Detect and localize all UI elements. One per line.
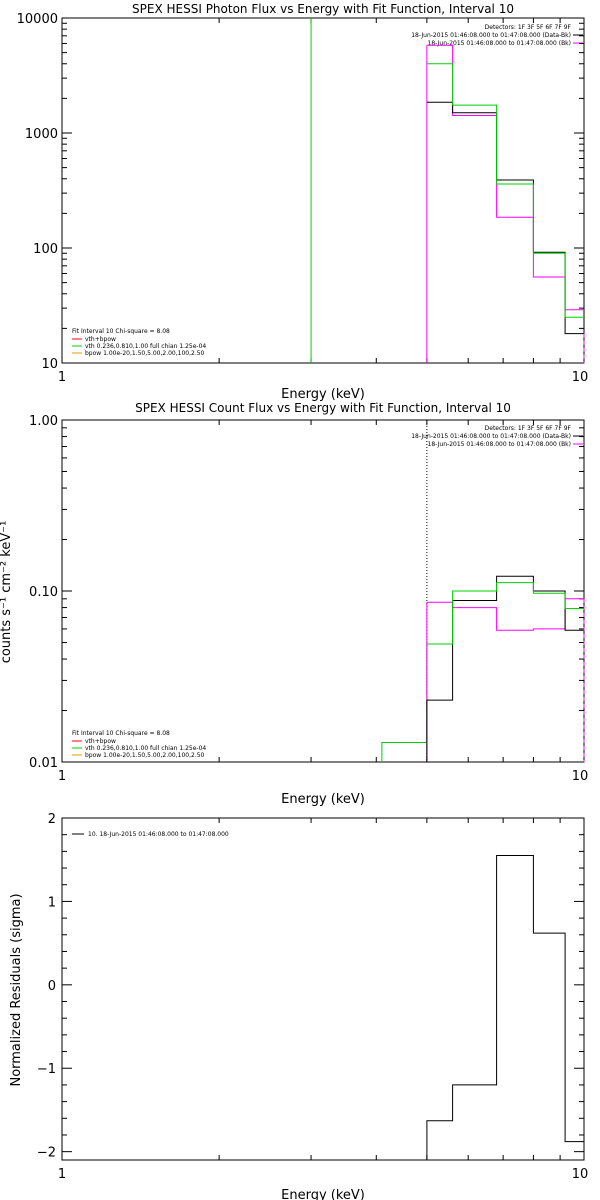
count-legend: Fit Interval 10 Chi-square = 8.08 vth+bp… [72,730,206,759]
count-header-databk: 18-Jun-2015 01:46:08.000 to 01:47:08.000… [411,433,571,440]
photon-header-detectors: Detectors: 1F 3F 5F 6F 7F 9F [485,24,572,31]
photon-header-databk: 18-Jun-2015 01:46:08.000 to 01:47:08.000… [411,32,571,39]
residuals-y-tick-label: 1 [48,895,56,910]
photon-header-lines: Detectors: 1F 3F 5F 6F 7F 9F 18-Jun-2015… [411,24,571,47]
residuals-y-tick-label: −1 [37,1062,56,1077]
photon-model-series [426,63,584,318]
count-y-tick-label: 0.10 [29,585,58,600]
residuals-y-tick-label: −2 [37,1146,56,1161]
residuals-series [426,855,584,1160]
residuals-y-tick-label: 0 [48,979,56,994]
count-y-tick-label: 0.01 [29,756,58,771]
count-x-tick-label-10: 10 [572,769,589,784]
count-chart-title: SPEX HESSI Count Flux vs Energy with Fit… [135,401,511,415]
count-data-series [426,575,584,701]
photon-legend-fit-interval: Fit Interval 10 Chi-square = 8.08 [72,328,170,335]
photon-x-axis-label: Energy (keV) [281,387,365,402]
count-header-bk: 18-Jun-2015 01:46:08.000 to 01:47:08.000… [428,441,571,448]
count-x-axis-label: Energy (keV) [281,792,365,807]
photon-y-tick-label: 100 [33,242,58,257]
residuals-y-tick-label: 2 [48,812,56,827]
photon-chart-title: SPEX HESSI Photon Flux vs Energy with Fi… [132,2,514,16]
photon-bk-series [426,44,584,311]
residuals-x-tick-label-10: 10 [572,1167,589,1182]
count-model-series [426,582,584,645]
residuals-chart: 10. 18-Jun-2015 01:46:08.000 to 01:47:08… [9,812,588,1200]
photon-y-tick-label: 10000 [17,12,58,27]
count-model-low-bin [381,643,428,762]
residuals-legend-interval: 10. 18-Jun-2015 01:46:08.000 to 01:47:08… [88,831,229,838]
count-flux-chart: SPEX HESSI Count Flux vs Energy with Fit… [0,401,588,807]
count-y-tick-label: 1.00 [29,414,58,429]
photon-legend: Fit Interval 10 Chi-square = 8.08 vth+bp… [72,328,206,357]
count-header-lines: Detectors: 1F 3F 5F 6F 7F 9F 18-Jun-2015… [411,425,571,448]
residuals-legend: 10. 18-Jun-2015 01:46:08.000 to 01:47:08… [72,831,229,838]
residuals-plot-frame [61,817,585,1161]
residuals-x-tick-label-1: 1 [58,1167,66,1182]
photon-flux-chart: SPEX HESSI Photon Flux vs Energy with Fi… [17,2,589,402]
photon-y-tick-label: 1000 [25,127,58,142]
photon-data-series [426,101,584,335]
count-y-axis-label: counts s⁻¹ cm⁻² keV⁻¹ [0,521,14,664]
count-legend-vth: vth 0.236,0.810,1.00 full chian 1.25e-04 [85,745,206,752]
count-plot-frame [61,419,585,763]
count-x-tick-label-1: 1 [58,769,66,784]
count-bk-series [426,598,584,631]
photon-x-tick-label-1: 1 [58,370,66,385]
residuals-x-axis-label: Energy (keV) [281,1188,365,1200]
photon-legend-vth: vth 0.236,0.810,1.00 full chian 1.25e-04 [85,343,206,350]
photon-legend-total: vth+bpow [85,336,116,343]
photon-x-tick-label-10: 10 [572,370,589,385]
photon-plot-frame [61,17,585,364]
count-legend-fit-interval: Fit Interval 10 Chi-square = 8.08 [72,730,170,737]
count-legend-total: vth+bpow [85,738,116,745]
residuals-y-axis-label: Normalized Residuals (sigma) [9,893,24,1086]
photon-header-bk: 18-Jun-2015 01:46:08.000 to 01:47:08.000… [428,40,571,47]
photon-y-tick-label: 10 [41,357,58,372]
count-legend-bpow: bpow 1.00e-20,1.50,5.00,2.00,100,2.50 [85,752,205,759]
photon-legend-bpow: bpow 1.00e-20,1.50,5.00,2.00,100,2.50 [85,350,205,357]
count-header-detectors: Detectors: 1F 3F 5F 6F 7F 9F [485,425,572,432]
